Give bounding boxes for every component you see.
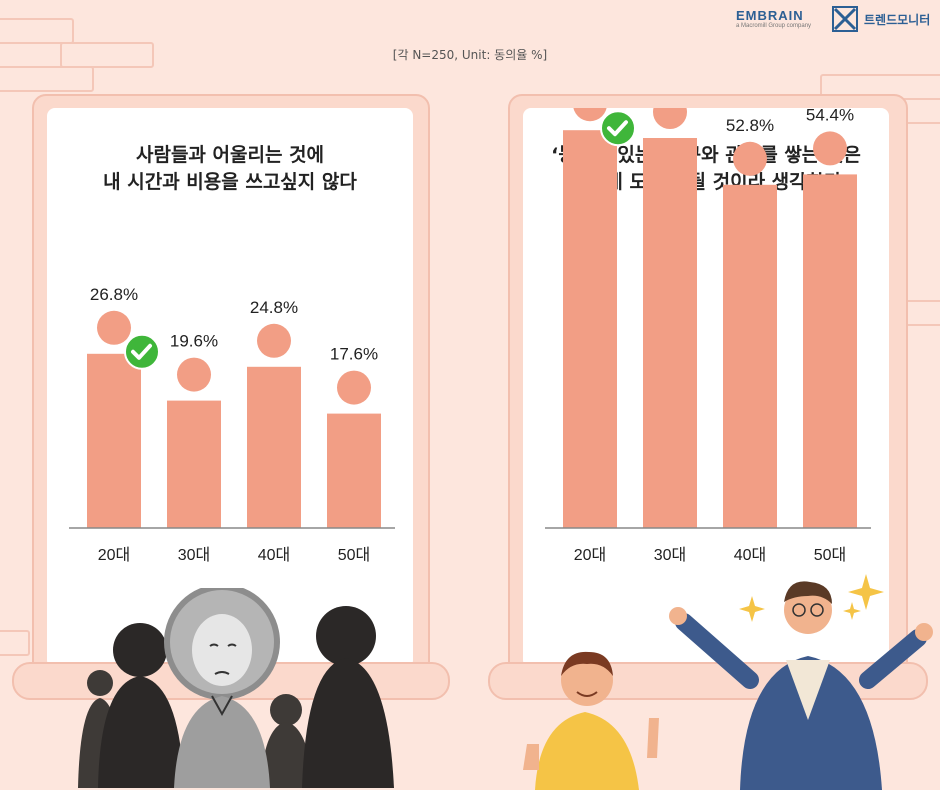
brick <box>0 630 30 656</box>
title-line: ‘능력이 있는’ 친구와 관계를 쌓는 것은 <box>551 144 861 166</box>
chart-title: 사람들과 어울리는 것에 내 시간과 비용을 쓰고싶지 않다 <box>47 142 413 196</box>
trendmonitor-logo: 트렌드모니터 <box>832 6 930 32</box>
bar <box>87 353 141 528</box>
bar-head <box>733 141 767 176</box>
data-label: 19.6% <box>170 332 218 351</box>
chart-card-right: ‘능력이 있는’ 친구와 관계를 쌓는 것은 나에게 도움이 될 것이라 생각한… <box>523 108 889 668</box>
category-label: 50대 <box>814 546 847 564</box>
silhouette-person <box>260 694 314 788</box>
bar-head <box>653 108 687 129</box>
worried-person <box>164 588 280 788</box>
brick <box>60 42 154 68</box>
title-line: 사람들과 어울리는 것에 <box>135 144 325 166</box>
bar <box>563 130 617 528</box>
brick <box>0 18 74 44</box>
bar-head <box>97 310 131 345</box>
bar <box>723 184 777 529</box>
data-label: 52.8% <box>726 116 774 135</box>
brand-name: EMBRAIN <box>736 8 804 23</box>
bar <box>167 400 221 528</box>
bar-chart-left: 26.8% 20대 19.6% 30대 24.8% 40대 17.6% 50대 <box>69 285 395 564</box>
sparkle-icon <box>739 574 884 622</box>
bar-head <box>257 323 291 358</box>
category-label: 30대 <box>654 546 687 564</box>
data-label: 26.8% <box>90 285 138 304</box>
trendmonitor-icon <box>832 6 858 32</box>
silhouette-person <box>302 606 394 788</box>
bar <box>643 138 697 528</box>
bar-head <box>813 131 847 166</box>
brand-subtitle: a Macromill Group company <box>736 23 812 29</box>
partner-name: 트렌드모니터 <box>864 12 931 27</box>
category-label: 50대 <box>338 546 371 564</box>
bar <box>803 174 857 528</box>
silhouette-person <box>98 623 184 788</box>
data-label: 24.8% <box>250 298 298 317</box>
bar <box>327 413 381 528</box>
sample-note: [각 N=250, Unit: 동의율 %] <box>392 48 548 62</box>
data-label: 54.4% <box>806 108 854 124</box>
category-label: 20대 <box>98 546 131 564</box>
title-line: 내 시간과 비용을 쓰고싶지 않다 <box>103 171 357 193</box>
presenting-man-illustration <box>669 574 933 790</box>
category-label: 40대 <box>734 546 767 564</box>
category-label: 40대 <box>258 546 291 564</box>
check-icon <box>124 333 160 370</box>
category-label: 20대 <box>574 546 607 564</box>
check-icon <box>600 110 636 147</box>
bar-head <box>177 357 211 392</box>
bar-head <box>337 370 371 405</box>
crowd-illustration <box>78 588 394 788</box>
chart-card-left: 사람들과 어울리는 것에 내 시간과 비용을 쓰고싶지 않다 26.8% 20대 1… <box>47 108 413 668</box>
category-label: 30대 <box>178 546 211 564</box>
data-label: 17.6% <box>330 345 378 364</box>
bar <box>247 366 301 528</box>
thumbs-up-person-illustration <box>523 651 659 790</box>
embrain-logo: EMBRAIN a Macromill Group company <box>736 8 811 29</box>
brick <box>0 66 94 92</box>
bar-head <box>573 108 607 122</box>
